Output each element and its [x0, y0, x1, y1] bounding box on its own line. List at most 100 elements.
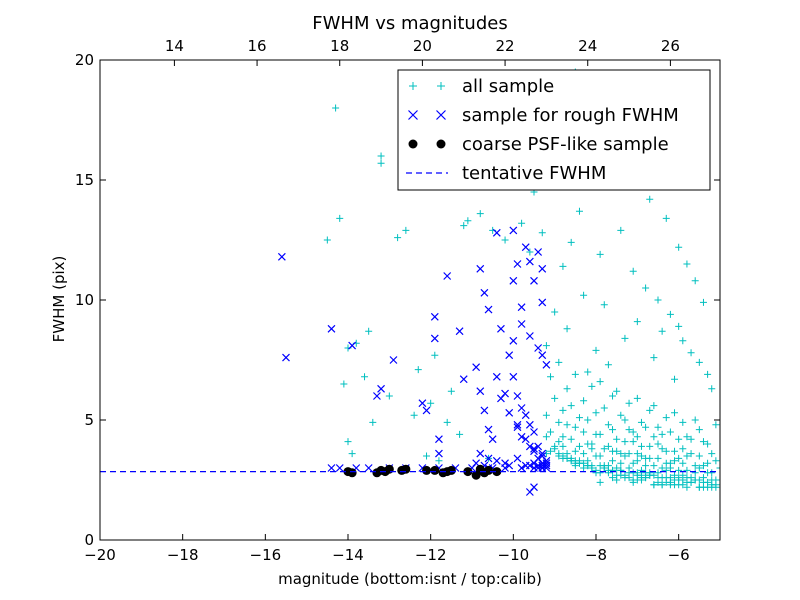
legend-entry: sample for rough FWHM — [408, 105, 679, 126]
point-rough-fwhm — [335, 464, 344, 472]
point-all-sample — [456, 430, 464, 438]
point-all-sample — [571, 447, 579, 455]
point-all-sample — [687, 478, 695, 486]
point-all-sample — [592, 452, 600, 460]
legend-marker-dot — [408, 139, 418, 149]
point-all-sample — [662, 478, 670, 486]
point-all-sample — [654, 478, 662, 486]
point-all-sample — [596, 478, 604, 486]
point-all-sample — [687, 435, 695, 443]
point-all-sample — [617, 459, 625, 467]
point-all-sample — [592, 430, 600, 438]
point-rough-fwhm — [282, 353, 290, 362]
point-all-sample — [547, 447, 555, 455]
point-rough-fwhm — [488, 435, 497, 444]
point-all-sample — [575, 414, 583, 422]
point-all-sample — [377, 152, 385, 160]
point-all-sample — [323, 236, 331, 244]
legend-label: all sample — [462, 76, 554, 97]
point-rough-fwhm — [484, 305, 493, 314]
point-all-sample — [691, 462, 699, 470]
point-rough-fwhm — [505, 461, 514, 470]
point-all-sample — [646, 406, 654, 414]
point-all-sample — [654, 454, 662, 462]
point-all-sample — [571, 370, 579, 378]
point-all-sample — [650, 462, 658, 470]
point-all-sample — [604, 421, 612, 429]
point-all-sample — [600, 445, 608, 453]
point-all-sample — [604, 361, 612, 369]
point-all-sample — [613, 447, 621, 455]
point-psf-like — [463, 467, 473, 477]
point-all-sample — [402, 226, 410, 234]
point-psf-like — [401, 464, 411, 474]
legend-marker-dot — [436, 139, 446, 149]
point-all-sample — [563, 450, 571, 458]
x-tick-label: −10 — [498, 546, 530, 564]
point-rough-fwhm — [525, 257, 534, 266]
point-all-sample — [617, 411, 625, 419]
point-all-sample — [547, 428, 555, 436]
point-all-sample — [646, 471, 654, 479]
point-all-sample — [518, 219, 526, 227]
point-all-sample — [675, 466, 683, 474]
point-all-sample — [695, 483, 703, 491]
point-all-sample — [662, 414, 670, 422]
point-all-sample — [617, 471, 625, 479]
point-all-sample — [683, 452, 691, 460]
point-all-sample — [542, 342, 550, 350]
point-all-sample — [666, 464, 674, 472]
point-all-sample — [650, 433, 658, 441]
point-all-sample — [369, 418, 377, 426]
top-tick-label: 26 — [661, 37, 680, 55]
point-all-sample — [637, 442, 645, 450]
point-rough-fwhm — [517, 320, 526, 328]
point-all-sample — [646, 195, 654, 203]
point-all-sample — [666, 481, 674, 489]
x-tick-label: −8 — [585, 546, 607, 564]
point-all-sample — [662, 214, 670, 222]
point-all-sample — [423, 452, 431, 460]
point-all-sample — [604, 466, 612, 474]
point-all-sample — [675, 435, 683, 443]
point-all-sample — [621, 334, 629, 342]
point-all-sample — [679, 481, 687, 489]
point-all-sample — [695, 464, 703, 472]
point-psf-like — [484, 465, 494, 475]
point-all-sample — [699, 298, 707, 306]
point-all-sample — [629, 428, 637, 436]
point-all-sample — [588, 382, 596, 390]
point-rough-fwhm — [492, 372, 501, 381]
point-all-sample — [695, 358, 703, 366]
point-rough-fwhm — [517, 464, 526, 472]
point-all-sample — [551, 394, 559, 402]
point-rough-fwhm — [530, 428, 538, 436]
point-all-sample — [600, 301, 608, 309]
x-tick-label: −20 — [84, 546, 116, 564]
point-all-sample — [547, 373, 555, 381]
point-all-sample — [675, 243, 683, 251]
point-all-sample — [555, 438, 563, 446]
point-all-sample — [637, 418, 645, 426]
point-all-sample — [662, 459, 670, 467]
point-rough-fwhm — [513, 392, 522, 400]
point-all-sample — [633, 450, 641, 458]
point-all-sample — [646, 442, 654, 450]
point-all-sample — [687, 450, 695, 458]
point-all-sample — [555, 358, 563, 366]
point-all-sample — [621, 452, 629, 460]
point-all-sample — [567, 238, 575, 246]
point-all-sample — [563, 385, 571, 393]
point-all-sample — [642, 284, 650, 292]
point-all-sample — [662, 447, 670, 455]
point-rough-fwhm — [509, 336, 518, 345]
top-tick-label: 22 — [496, 37, 515, 55]
point-rough-fwhm — [422, 406, 431, 415]
point-rough-fwhm — [521, 243, 530, 252]
y-tick-label: 10 — [75, 291, 94, 309]
x-tick-label: −6 — [668, 546, 690, 564]
point-all-sample — [394, 234, 402, 242]
point-rough-fwhm — [435, 435, 443, 444]
point-psf-like — [422, 465, 432, 475]
